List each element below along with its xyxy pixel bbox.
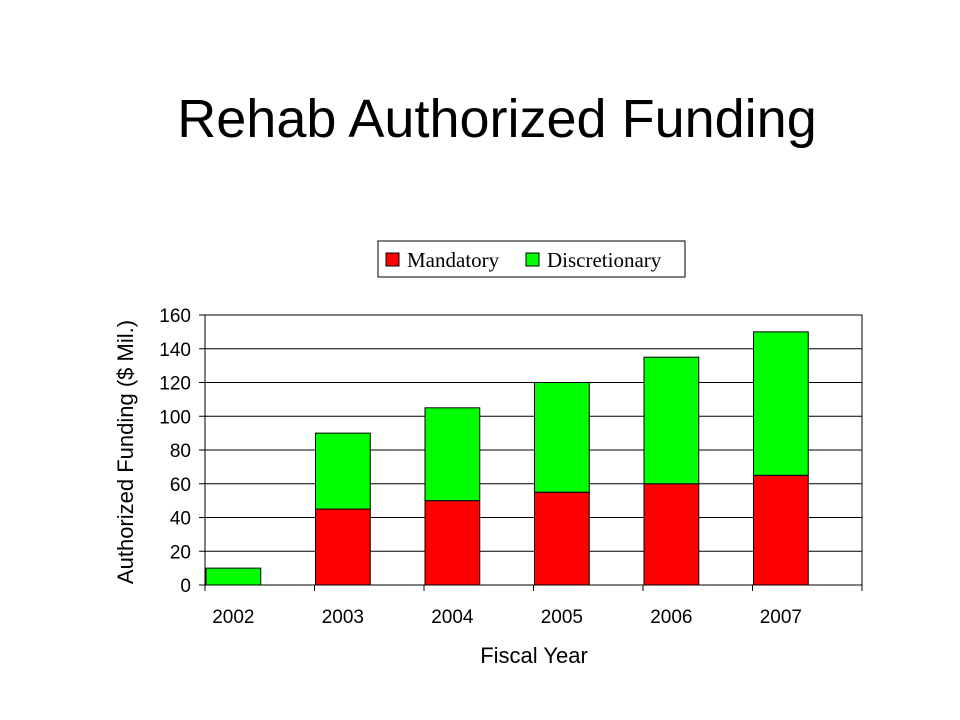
bar-discretionary-2007 (753, 331, 809, 476)
legend-swatch-discretionary (525, 252, 540, 267)
y-tick-label: 140 (159, 340, 191, 361)
bar-mandatory-2007 (753, 474, 809, 586)
x-axis-title: Fiscal Year (480, 643, 588, 668)
legend-swatch-mandatory (385, 252, 400, 267)
y-tick-label: 80 (170, 441, 191, 462)
y-tick-label: 0 (180, 576, 191, 597)
x-tick-label: 2006 (650, 607, 692, 628)
bar-discretionary-2003 (315, 432, 371, 510)
x-tick-label: 2003 (322, 607, 364, 628)
y-axis-ticks: 0 20 40 60 80 100 120 140 160 (159, 306, 205, 597)
y-axis-title: Authorized Funding ($ Mil.) (113, 320, 138, 584)
bar-discretionary-2002 (205, 567, 262, 586)
bar-mandatory-2004 (424, 500, 481, 586)
y-tick-label: 120 (159, 374, 191, 395)
bars (205, 331, 809, 586)
bar-discretionary-2004 (424, 407, 481, 502)
bar-mandatory-2006 (643, 483, 700, 586)
x-tick-label: 2002 (212, 607, 254, 628)
x-axis-ticks: 2002 2003 2004 2005 2006 2007 (204, 585, 863, 628)
legend-label-mandatory: Mandatory (407, 248, 500, 272)
x-tick-label: 2005 (541, 607, 583, 628)
y-tick-label: 60 (170, 475, 191, 496)
y-tick-label: 100 (159, 407, 191, 428)
y-tick-label: 160 (159, 306, 191, 327)
slide-title: Rehab Authorized Funding (177, 89, 817, 149)
legend: Mandatory Discretionary (377, 240, 686, 278)
bar-mandatory-2005 (534, 491, 590, 586)
gridlines (205, 314, 862, 552)
y-tick-label: 20 (170, 542, 191, 563)
x-tick-label: 2004 (431, 607, 474, 628)
y-tick-label: 40 (170, 509, 191, 530)
x-tick-label: 2007 (760, 607, 802, 628)
bar-discretionary-2005 (534, 382, 590, 493)
bar-mandatory-2003 (315, 508, 371, 586)
bar-discretionary-2006 (643, 356, 700, 485)
legend-label-discretionary: Discretionary (547, 248, 662, 272)
